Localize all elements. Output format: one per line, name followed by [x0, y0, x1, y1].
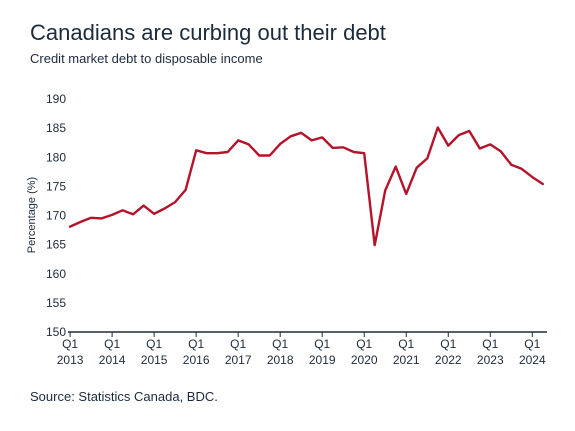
- x-tick-label-year: 2023: [477, 353, 504, 367]
- source-note: Source: Statistics Canada, BDC.: [30, 389, 218, 404]
- series-group: [68, 126, 544, 247]
- x-tick-label-year: 2016: [183, 353, 210, 367]
- x-tick-label-year: 2021: [393, 353, 420, 367]
- x-tick-label-year: 2018: [267, 353, 294, 367]
- x-tick-label-quarter: Q1: [146, 337, 162, 351]
- y-tick-label: 175: [46, 179, 66, 193]
- x-tick-label-quarter: Q1: [188, 337, 204, 351]
- y-tick-label: 160: [46, 267, 66, 281]
- x-tick-label-year: 2019: [309, 353, 336, 367]
- y-axis-label: Percentage (%): [26, 177, 38, 253]
- x-tick-label-quarter: Q1: [482, 337, 498, 351]
- chart-subtitle: Credit market debt to disposable income: [30, 51, 263, 66]
- x-tick-label-quarter: Q1: [356, 337, 372, 351]
- x-tick-label-quarter: Q1: [272, 337, 288, 351]
- y-tick-label: 185: [46, 121, 66, 135]
- x-tick-label-year: 2017: [225, 353, 252, 367]
- x-tick-label-quarter: Q1: [398, 337, 414, 351]
- y-tick-label: 170: [46, 209, 66, 223]
- x-tick-label-quarter: Q1: [524, 337, 540, 351]
- x-tick-label-year: 2014: [99, 353, 126, 367]
- x-tick-label-year: 2022: [435, 353, 462, 367]
- y-axis-ticks: 150 155 160 165 170 175 180 185 190: [46, 92, 66, 339]
- x-tick-label-year: 2013: [57, 353, 84, 367]
- x-tick-label-year: 2024: [519, 353, 546, 367]
- debt-ratio-line: [68, 126, 544, 247]
- y-tick-label: 165: [46, 238, 66, 252]
- x-axis-ticks: Q1 2013 Q1 2014 Q1 2015 Q1 2016 Q1 2017 Q1 2018 Q1 20…: [57, 332, 546, 367]
- x-tick-label-year: 2015: [141, 353, 168, 367]
- y-tick-label: 155: [46, 296, 66, 310]
- y-tick-label: 180: [46, 150, 66, 164]
- y-tick-label: 190: [46, 92, 66, 106]
- x-tick-label-quarter: Q1: [62, 337, 78, 351]
- x-tick-label-quarter: Q1: [230, 337, 246, 351]
- x-tick-label-quarter: Q1: [314, 337, 330, 351]
- y-tick-label: 150: [46, 325, 66, 339]
- x-tick-label-year: 2020: [351, 353, 378, 367]
- chart-title: Canadians are curbing out their debt: [30, 20, 386, 45]
- x-tick-label-quarter: Q1: [104, 337, 120, 351]
- x-tick-label-quarter: Q1: [440, 337, 456, 351]
